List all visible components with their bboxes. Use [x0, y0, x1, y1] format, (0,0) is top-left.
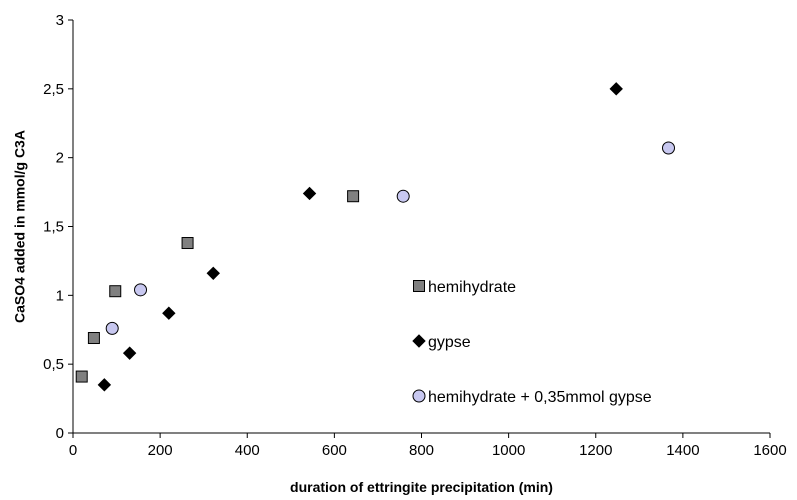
data-point — [105, 321, 119, 335]
x-tick-label: 1200 — [579, 442, 612, 459]
y-tick-label: 0,5 — [43, 356, 64, 373]
x-tick-label: 400 — [235, 442, 260, 459]
x-tick-label: 1600 — [753, 442, 786, 459]
legend-label: hemihydrate + 0,35mmol gypse — [428, 389, 652, 406]
x-tick-label: 200 — [148, 442, 173, 459]
y-tick-label: 2,5 — [43, 81, 64, 98]
legend: hemihydrate gypse hemihydrate + 0,35mmol g… — [412, 279, 652, 406]
x-axis-label: duration of ettringite precipitation (mi… — [290, 479, 553, 495]
data-point — [122, 346, 137, 360]
y-axis-label: CaSO4 added in mmol/g C3A — [12, 130, 28, 323]
data-point — [396, 189, 410, 203]
legend-marker — [412, 334, 426, 348]
data-points — [75, 82, 675, 392]
data-point — [75, 370, 88, 383]
y-tick-label: 1,5 — [43, 219, 64, 236]
data-point — [609, 82, 623, 96]
data-point — [206, 266, 220, 281]
legend-marker — [412, 389, 426, 403]
legend-label: hemihydrate — [428, 279, 516, 296]
y-tick-label: 0 — [56, 425, 64, 442]
data-point — [109, 285, 122, 298]
data-point — [162, 306, 176, 320]
data-point — [134, 283, 148, 297]
y-tick-label: 3 — [56, 12, 64, 29]
data-point — [661, 141, 675, 155]
x-tick-label: 600 — [322, 442, 347, 459]
axes — [68, 19, 771, 438]
data-point — [347, 190, 360, 203]
data-point — [97, 378, 112, 392]
x-tick-label: 800 — [409, 442, 434, 459]
legend-marker — [413, 280, 425, 292]
x-tick-label: 1000 — [492, 442, 525, 459]
legend-label: gypse — [428, 334, 471, 351]
x-tick-label: 0 — [69, 442, 77, 459]
tick-labels: 0 200 400 600 800 1000 1200 1400 1600 0 0,5 1 1,5 2 2,… — [43, 12, 787, 459]
data-point — [87, 332, 100, 345]
y-tick-label: 2 — [56, 150, 64, 167]
data-point — [181, 237, 194, 250]
data-point — [302, 186, 317, 201]
y-tick-label: 1 — [56, 287, 64, 304]
x-tick-label: 1400 — [666, 442, 699, 459]
